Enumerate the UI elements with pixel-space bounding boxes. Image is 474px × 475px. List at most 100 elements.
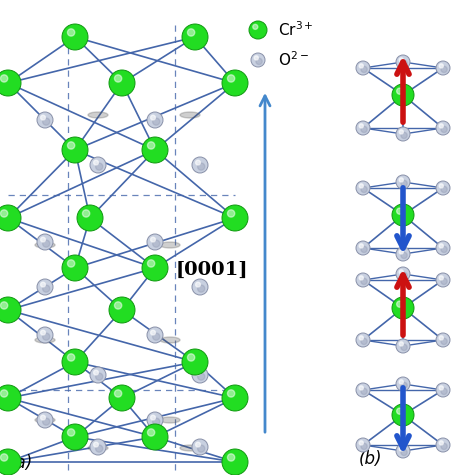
Circle shape (182, 24, 208, 50)
Circle shape (401, 382, 407, 389)
Circle shape (228, 75, 235, 82)
Circle shape (114, 75, 122, 82)
Circle shape (222, 205, 248, 231)
Circle shape (396, 175, 410, 189)
Circle shape (396, 267, 410, 281)
Text: [0001]: [0001] (175, 261, 248, 279)
Circle shape (356, 121, 370, 135)
Circle shape (441, 66, 447, 73)
Circle shape (37, 112, 53, 128)
Circle shape (253, 24, 258, 29)
Circle shape (41, 237, 46, 242)
Circle shape (436, 333, 450, 347)
Circle shape (142, 137, 168, 163)
Ellipse shape (180, 445, 200, 451)
Circle shape (396, 444, 410, 458)
Circle shape (361, 388, 367, 395)
Circle shape (62, 349, 88, 375)
Circle shape (90, 157, 106, 173)
Circle shape (0, 205, 21, 231)
Circle shape (187, 29, 195, 36)
Text: (a): (a) (10, 454, 33, 472)
Circle shape (396, 127, 410, 141)
Circle shape (361, 66, 367, 73)
Circle shape (399, 270, 403, 274)
Circle shape (151, 237, 155, 242)
Circle shape (93, 160, 99, 165)
Circle shape (359, 124, 364, 128)
Circle shape (401, 449, 407, 456)
Circle shape (356, 273, 370, 287)
Circle shape (228, 390, 235, 397)
Circle shape (198, 285, 205, 292)
Circle shape (0, 449, 21, 475)
Circle shape (37, 234, 53, 250)
Circle shape (96, 373, 103, 380)
Circle shape (77, 205, 103, 231)
Circle shape (399, 380, 403, 384)
Circle shape (153, 118, 160, 125)
Circle shape (62, 424, 88, 450)
Circle shape (41, 415, 46, 420)
Circle shape (396, 247, 410, 261)
Circle shape (109, 385, 135, 411)
Circle shape (196, 370, 201, 375)
Circle shape (151, 330, 155, 335)
Circle shape (192, 367, 208, 383)
Circle shape (0, 385, 21, 411)
Circle shape (436, 383, 450, 397)
Circle shape (356, 333, 370, 347)
Circle shape (397, 88, 403, 94)
Circle shape (436, 241, 450, 255)
Circle shape (90, 367, 106, 383)
Circle shape (356, 181, 370, 195)
Circle shape (222, 449, 248, 475)
Circle shape (198, 163, 205, 170)
Ellipse shape (88, 445, 108, 451)
Circle shape (441, 186, 447, 192)
Circle shape (0, 302, 8, 309)
Circle shape (147, 234, 163, 250)
Circle shape (359, 336, 364, 340)
Circle shape (399, 447, 403, 451)
Circle shape (356, 383, 370, 397)
Ellipse shape (160, 242, 180, 248)
Circle shape (142, 424, 168, 450)
Circle shape (43, 118, 50, 125)
Circle shape (37, 327, 53, 343)
Circle shape (439, 336, 443, 340)
Circle shape (401, 344, 407, 351)
Circle shape (222, 385, 248, 411)
Circle shape (67, 429, 75, 436)
Circle shape (93, 442, 99, 447)
Circle shape (254, 56, 258, 60)
Circle shape (109, 70, 135, 96)
Circle shape (147, 142, 155, 149)
Circle shape (397, 408, 403, 414)
Circle shape (359, 441, 364, 445)
Circle shape (222, 70, 248, 96)
Ellipse shape (180, 112, 200, 118)
Circle shape (192, 157, 208, 173)
Circle shape (356, 438, 370, 452)
Circle shape (151, 115, 155, 120)
Circle shape (392, 297, 414, 319)
Circle shape (67, 260, 75, 267)
Circle shape (142, 255, 168, 281)
Circle shape (114, 390, 122, 397)
Circle shape (361, 338, 367, 344)
Circle shape (198, 445, 205, 452)
Circle shape (153, 333, 160, 340)
Circle shape (67, 142, 75, 149)
Circle shape (441, 338, 447, 344)
Circle shape (396, 339, 410, 353)
Circle shape (147, 429, 155, 436)
Circle shape (67, 29, 75, 36)
Circle shape (109, 297, 135, 323)
Circle shape (196, 282, 201, 287)
Circle shape (361, 186, 367, 192)
Circle shape (147, 112, 163, 128)
Circle shape (399, 58, 403, 62)
Circle shape (436, 121, 450, 135)
Circle shape (147, 327, 163, 343)
